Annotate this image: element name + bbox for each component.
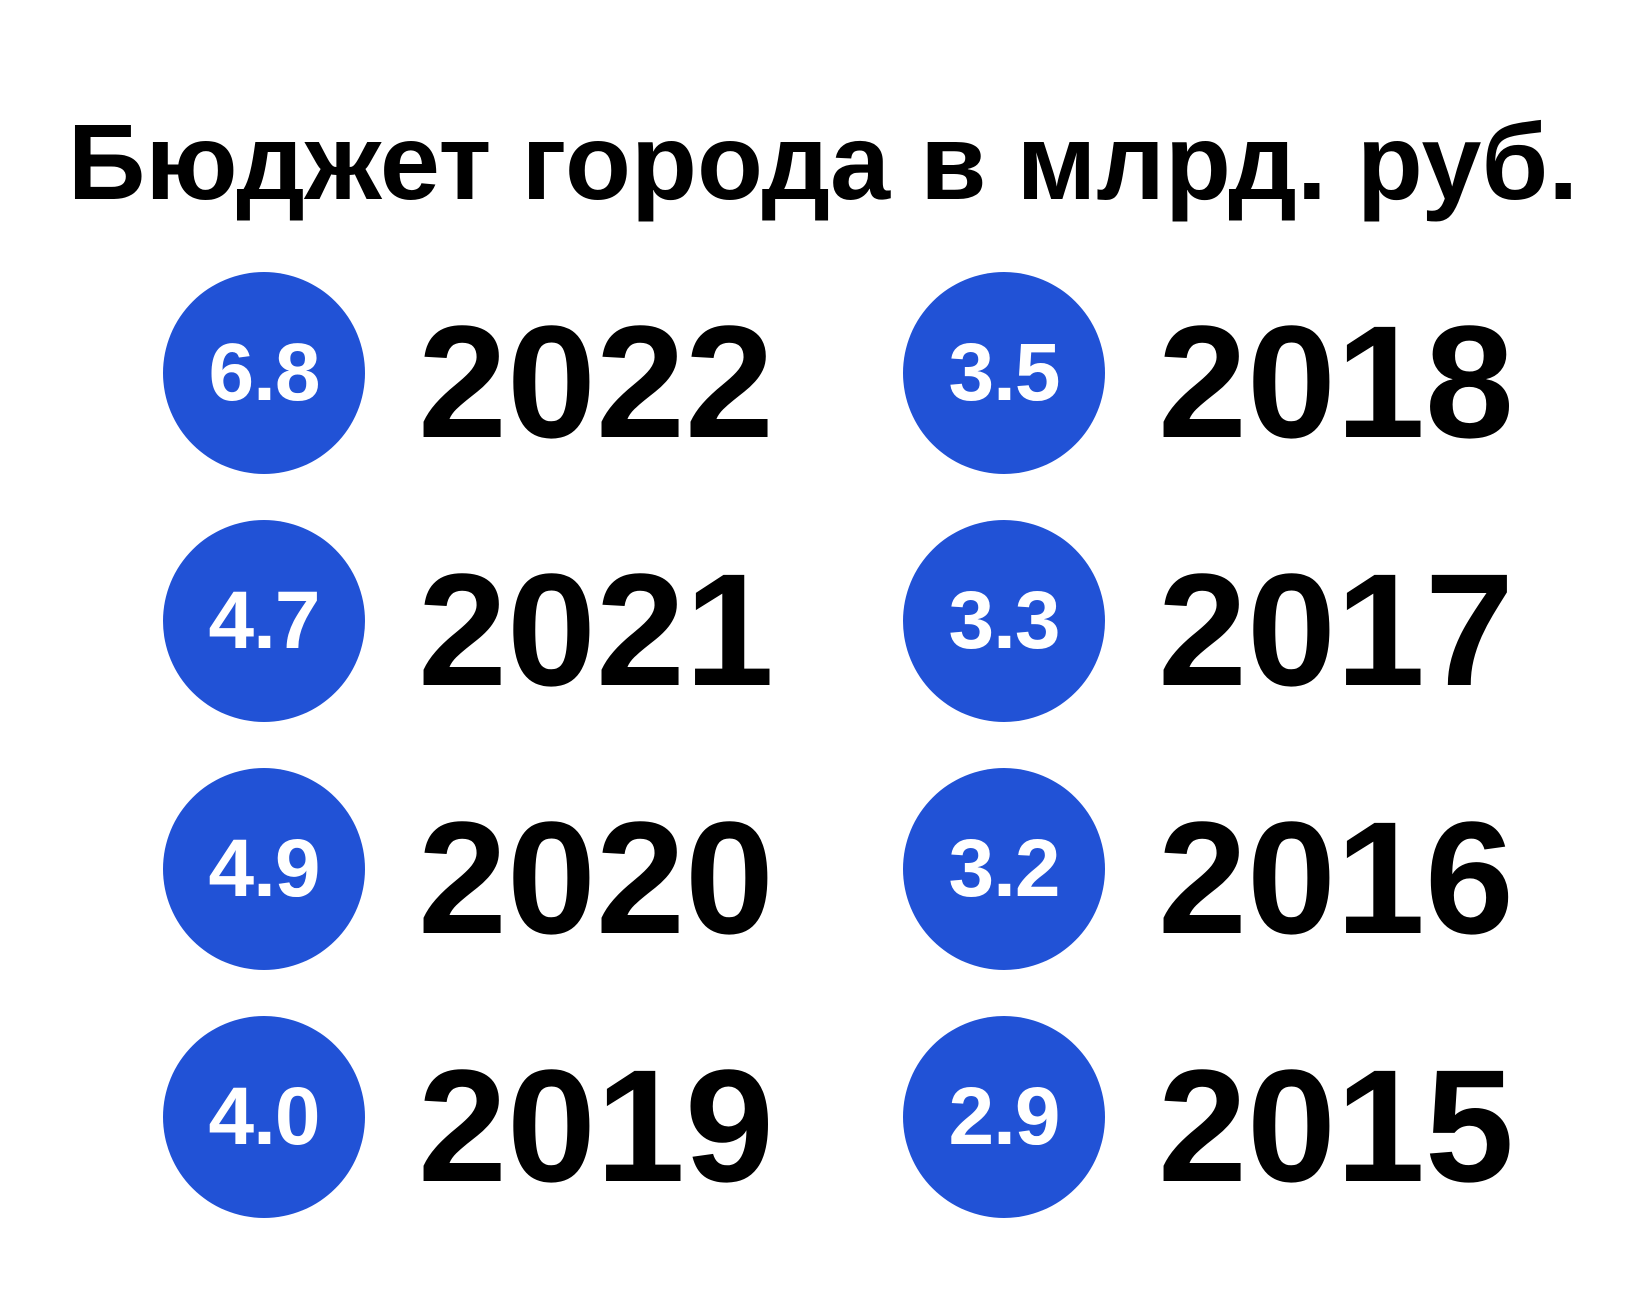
value-badge: 3.3	[903, 520, 1105, 722]
value-badge: 4.0	[163, 1016, 365, 1218]
value-badge: 3.5	[903, 272, 1105, 474]
year-label: 2016	[1158, 788, 1514, 967]
year-label: 2018	[1158, 292, 1514, 471]
year-label: 2015	[1158, 1036, 1514, 1215]
year-label: 2017	[1158, 540, 1514, 719]
value-badge: 2.9	[903, 1016, 1105, 1218]
year-label: 2021	[418, 540, 774, 719]
value-badge: 6.8	[163, 272, 365, 474]
chart-title: Бюджет города в млрд. руб.	[67, 101, 1579, 222]
value-badge: 4.7	[163, 520, 365, 722]
value-badge: 3.2	[903, 768, 1105, 970]
year-label: 2020	[418, 788, 774, 967]
value-badge: 4.9	[163, 768, 365, 970]
year-label: 2019	[418, 1036, 774, 1215]
year-label: 2022	[418, 292, 774, 471]
